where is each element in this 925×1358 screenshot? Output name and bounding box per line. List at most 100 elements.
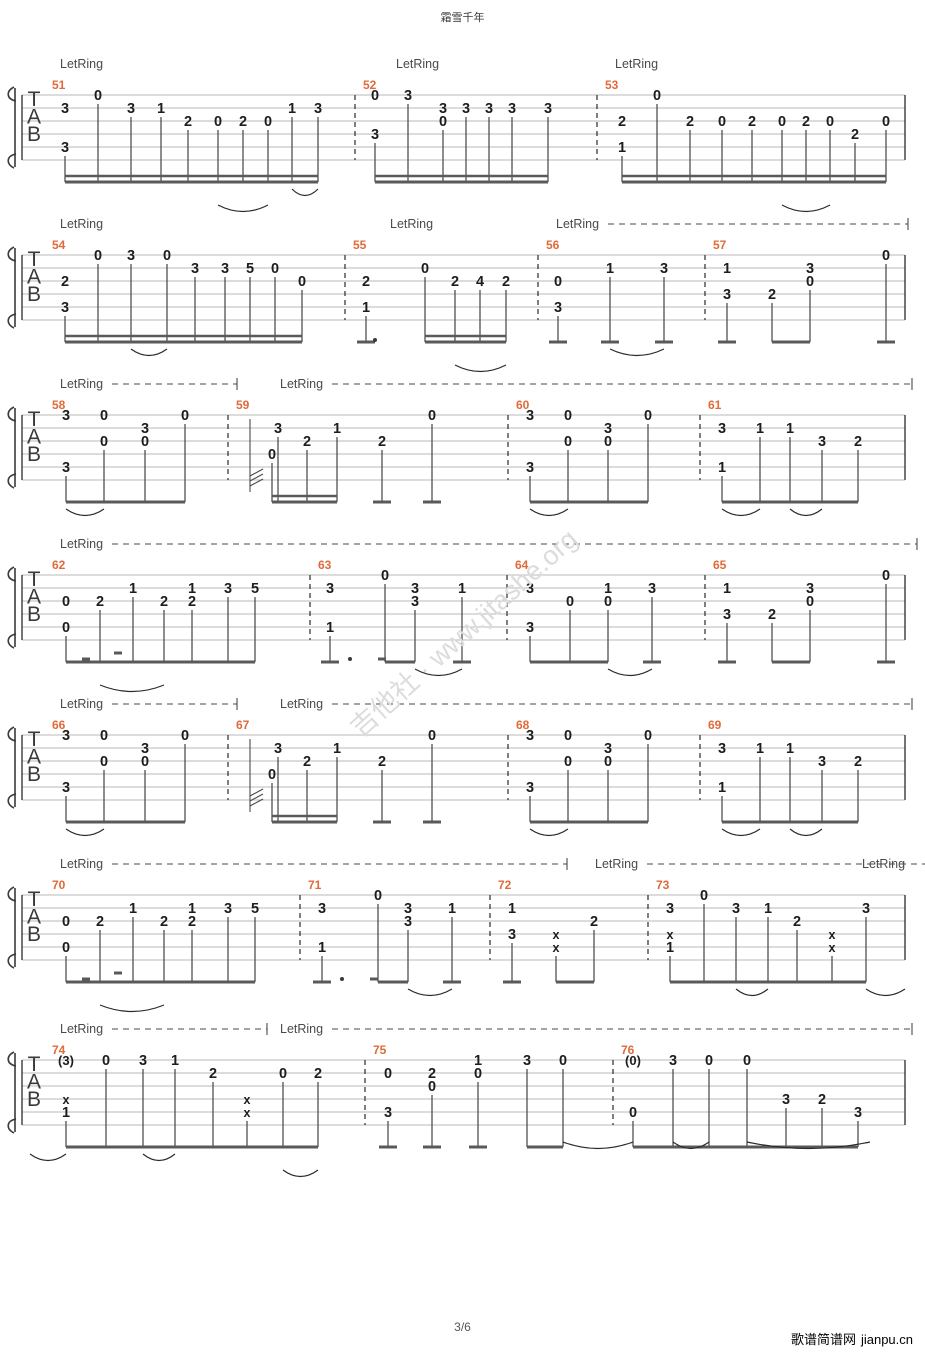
fret-number: 3	[854, 1105, 862, 1121]
measure-number: 53	[605, 78, 619, 92]
measure-number: 54	[52, 238, 66, 252]
fret-number: 3	[462, 101, 470, 117]
slur-curve	[65, 828, 105, 837]
fret-number: 3	[274, 421, 282, 437]
grace-flag	[249, 473, 264, 482]
fret-number: 0	[428, 728, 436, 744]
system-bracket	[7, 406, 17, 489]
slur-curve	[529, 508, 569, 517]
rest-dot	[373, 338, 377, 342]
fret-number: 1	[666, 940, 674, 956]
fret-number: 0	[102, 1053, 110, 1069]
fret-number: 0	[743, 1053, 751, 1069]
measure-number: 63	[318, 558, 332, 572]
fret-number: 1	[157, 101, 165, 117]
tab-clef-letter: A	[27, 586, 41, 609]
fret-number: 3	[732, 901, 740, 917]
muted-note: x	[667, 928, 674, 942]
fret-number: 2	[239, 114, 247, 130]
tab-clef-letter: T	[28, 568, 41, 591]
tab-clef-letter: B	[27, 763, 41, 786]
fret-number: 0	[264, 114, 272, 130]
fret-number: 0	[381, 568, 389, 584]
fret-number: 0	[94, 248, 102, 264]
fret-number: 2	[618, 114, 626, 130]
fret-number: 3	[141, 421, 149, 437]
fret-number: 1	[723, 261, 731, 277]
fret-number: 2	[160, 914, 168, 930]
measure-number: 62	[52, 558, 66, 572]
fret-number: 2	[314, 1066, 322, 1082]
letring-label: LetRing	[280, 1022, 323, 1036]
muted-note: x	[829, 941, 836, 955]
letring-label: LetRing	[390, 217, 433, 231]
fret-number: 3	[62, 460, 70, 476]
rest-dash	[82, 657, 90, 661]
fret-number: 2	[209, 1066, 217, 1082]
slur-curve	[414, 668, 463, 677]
ghost-fret-number: (3)	[58, 1053, 74, 1068]
letring-label: LetRing	[280, 697, 323, 711]
letring-label: LetRing	[595, 857, 638, 871]
fret-number: 1	[171, 1053, 179, 1069]
logo-domain-text: jianpu.cn	[860, 1332, 913, 1347]
fret-number: 1	[786, 421, 794, 437]
rest-dash	[114, 971, 122, 975]
fret-number: 0	[268, 447, 276, 463]
fret-number: 3	[439, 101, 447, 117]
fret-number: 2	[590, 914, 598, 930]
fret-number: 1	[318, 940, 326, 956]
fret-number: 2	[188, 594, 196, 610]
letring-label: LetRing	[60, 697, 103, 711]
fret-number: 0	[181, 728, 189, 744]
fret-number: 3	[660, 261, 668, 277]
fret-number: 1	[508, 901, 516, 917]
tab-clef-letter: T	[28, 888, 41, 911]
fret-number: 3	[326, 581, 334, 597]
fret-number: 0	[554, 274, 562, 290]
fret-number: 0	[279, 1066, 287, 1082]
fret-number: 2	[303, 434, 311, 450]
fret-number: 0	[778, 114, 786, 130]
letring-label: LetRing	[862, 857, 905, 871]
slur-curve	[99, 684, 165, 693]
letring-label: LetRing	[60, 57, 103, 71]
fret-number: 0	[100, 434, 108, 450]
measure-number: 70	[52, 878, 66, 892]
muted-note: x	[829, 928, 836, 942]
fret-number: 1	[62, 1105, 70, 1121]
fret-number: 3	[718, 741, 726, 757]
fret-number: 1	[718, 780, 726, 796]
tab-clef-letter: A	[27, 746, 41, 769]
grace-flag	[249, 788, 264, 797]
fret-number: 2	[768, 607, 776, 623]
measure-number: 51	[52, 78, 66, 92]
slur-curve	[130, 348, 168, 357]
slur-curve	[865, 988, 906, 997]
rest-dash	[370, 977, 378, 981]
fret-number: 0	[644, 728, 652, 744]
slur-curve	[735, 988, 769, 997]
fret-number: 0	[100, 408, 108, 424]
fret-number: 3	[404, 914, 412, 930]
fret-number: 3	[411, 594, 419, 610]
fret-number: 2	[61, 274, 69, 290]
fret-number: 1	[618, 140, 626, 156]
fret-number: 1	[606, 261, 614, 277]
letring-label: LetRing	[60, 217, 103, 231]
slur-curve	[789, 828, 823, 837]
fret-number: 0	[141, 754, 149, 770]
measure-number: 61	[708, 398, 722, 412]
slur-curve	[607, 668, 653, 677]
fret-number: 2	[793, 914, 801, 930]
fret-number: 1	[458, 581, 466, 597]
measure-number: 71	[308, 878, 322, 892]
rest-dot	[340, 977, 344, 981]
fret-number: 0	[564, 434, 572, 450]
tab-clef-letter: B	[27, 1088, 41, 1111]
measure-number: 58	[52, 398, 66, 412]
measure-number: 52	[363, 78, 377, 92]
fret-number: 3	[141, 741, 149, 757]
